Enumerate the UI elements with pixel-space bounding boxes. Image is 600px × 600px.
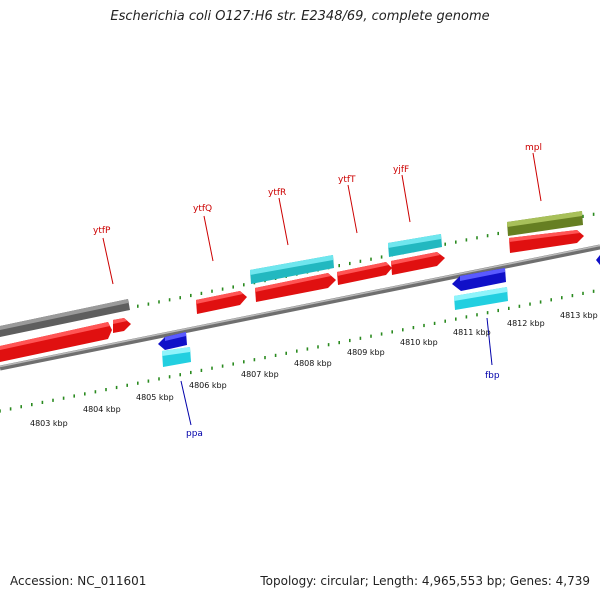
gene-ytfQ[interactable] <box>196 291 247 314</box>
genome-info: Topology: circular; Length: 4,965,553 bp… <box>260 574 590 588</box>
gene-blue-ppa[interactable] <box>158 332 187 350</box>
gene-label-yjfF: yjfF <box>393 165 409 175</box>
gene-yjfF[interactable] <box>391 252 445 275</box>
genome-backbone-highlight <box>0 244 600 368</box>
gene-label-mpl: mpl <box>525 143 542 153</box>
gene-cyan-ppa[interactable] <box>162 347 191 367</box>
gene-label-ytfP: ytfP <box>93 226 111 236</box>
gene-label-fbp: fbp <box>485 371 500 381</box>
lower-tick-track <box>0 289 595 413</box>
scale-label: 4806 kbp <box>189 381 227 390</box>
gene-olive[interactable] <box>507 211 583 236</box>
scale-label: 4804 kbp <box>83 405 121 414</box>
accession-label: Accession: NC_011601 <box>10 574 147 588</box>
gene-label-ytfT: ytfT <box>338 175 356 185</box>
scale-label: 4811 kbp <box>453 328 491 337</box>
gene-gray[interactable] <box>0 299 130 337</box>
gene-ytfT[interactable] <box>337 262 392 285</box>
gene-label-ytfR: ytfR <box>268 188 286 198</box>
gene-blue-fbp[interactable] <box>452 268 506 291</box>
map-title: Escherichia coli O127:H6 str. E2348/69, … <box>110 9 490 24</box>
gene-labels: ytfP ytfQ ytfR ytfT yjfF mpl ppa fbp <box>93 143 542 439</box>
gene-red-2[interactable] <box>113 318 131 333</box>
scale-label: 4807 kbp <box>241 370 279 379</box>
gene-label-ytfQ: ytfQ <box>193 204 212 214</box>
gene-mpl[interactable] <box>509 230 584 253</box>
scale-label: 4810 kbp <box>400 338 438 347</box>
scale-label: 4805 kbp <box>136 393 174 402</box>
scale-label: 4813 kbp <box>560 311 598 320</box>
scale-label: 4809 kbp <box>347 348 385 357</box>
gene-label-ppa: ppa <box>186 429 203 439</box>
scale-label: 4808 kbp <box>294 359 332 368</box>
gene-cyan-fbp[interactable] <box>454 287 508 310</box>
genome-backbone <box>0 244 600 371</box>
gene-cyan-yjfF[interactable] <box>388 234 442 257</box>
gene-cyan-ytfR[interactable] <box>250 255 334 284</box>
label-leaders <box>102 152 542 285</box>
gene-blue-edge[interactable] <box>596 255 600 265</box>
gene-red-1[interactable] <box>0 322 112 362</box>
gene-ytfR[interactable] <box>255 273 336 302</box>
scale-label: 4803 kbp <box>30 419 68 428</box>
scale-labels: 4803 kbp 4804 kbp 4805 kbp 4806 kbp 4807… <box>30 311 598 428</box>
scale-label: 4812 kbp <box>507 319 545 328</box>
